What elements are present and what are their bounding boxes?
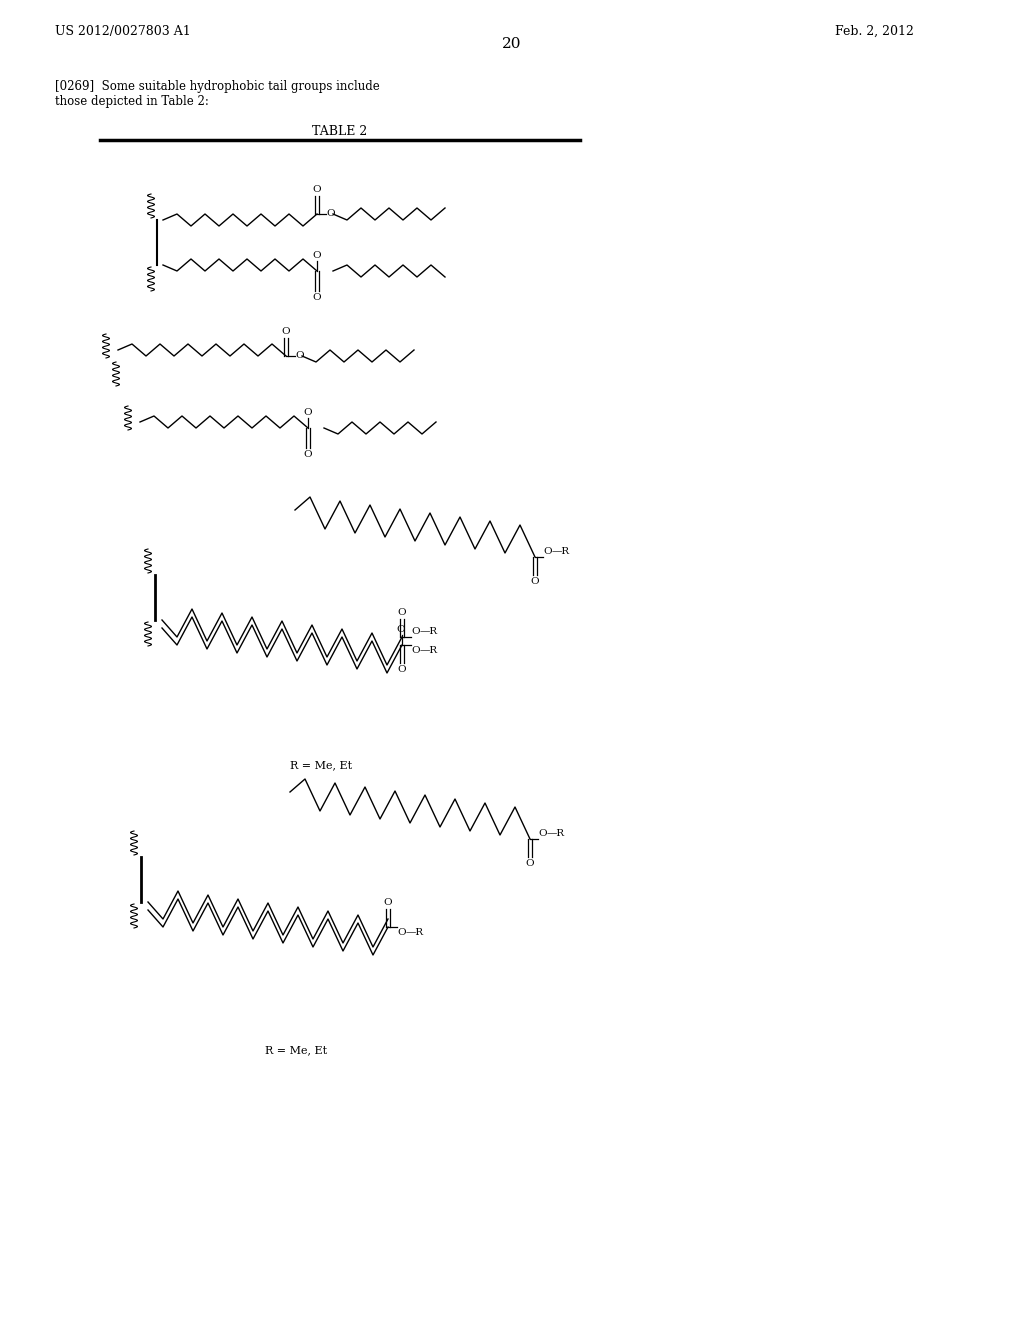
- Text: O: O: [411, 627, 420, 636]
- Text: O: O: [312, 293, 322, 302]
- Text: those depicted in Table 2:: those depicted in Table 2:: [55, 95, 209, 108]
- Text: R = Me, Et: R = Me, Et: [290, 760, 352, 770]
- Text: O: O: [397, 928, 406, 937]
- Text: —R: —R: [420, 627, 438, 636]
- Text: O: O: [411, 645, 420, 655]
- Text: O: O: [530, 577, 540, 586]
- Text: R = Me, Et: R = Me, Et: [265, 1045, 327, 1055]
- Text: O: O: [397, 609, 407, 616]
- Text: O: O: [538, 829, 547, 838]
- Text: 20: 20: [502, 37, 522, 51]
- Text: Feb. 2, 2012: Feb. 2, 2012: [835, 25, 913, 38]
- Text: —R: —R: [420, 645, 438, 655]
- Text: O: O: [396, 624, 406, 634]
- Text: O: O: [295, 351, 304, 360]
- Text: —R: —R: [552, 546, 570, 556]
- Text: —R: —R: [406, 928, 424, 937]
- Text: O: O: [282, 327, 291, 337]
- Text: O: O: [304, 408, 312, 417]
- Text: O: O: [312, 251, 322, 260]
- Text: O: O: [326, 210, 335, 219]
- Text: O: O: [312, 185, 322, 194]
- Text: O: O: [304, 450, 312, 459]
- Text: —R: —R: [547, 829, 565, 838]
- Text: O: O: [397, 665, 407, 675]
- Text: TABLE 2: TABLE 2: [312, 125, 368, 139]
- Text: O: O: [384, 898, 392, 907]
- Text: O: O: [525, 859, 535, 869]
- Text: [0269]  Some suitable hydrophobic tail groups include: [0269] Some suitable hydrophobic tail gr…: [55, 81, 380, 92]
- Text: O: O: [543, 546, 552, 556]
- Text: US 2012/0027803 A1: US 2012/0027803 A1: [55, 25, 190, 38]
